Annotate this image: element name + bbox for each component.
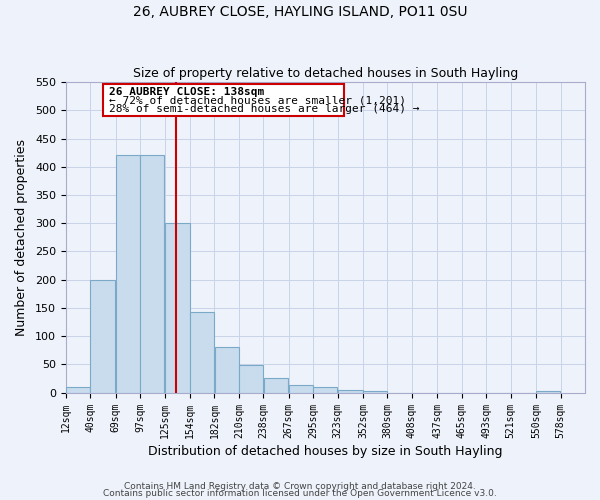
Bar — [190, 312, 214, 392]
Bar — [363, 391, 387, 392]
Bar — [313, 387, 337, 392]
Bar — [338, 390, 363, 392]
Bar — [66, 387, 90, 392]
Text: Contains public sector information licensed under the Open Government Licence v3: Contains public sector information licen… — [103, 490, 497, 498]
Bar — [116, 156, 140, 392]
Text: ← 72% of detached houses are smaller (1,201): ← 72% of detached houses are smaller (1,… — [109, 96, 406, 106]
Text: 26 AUBREY CLOSE: 138sqm: 26 AUBREY CLOSE: 138sqm — [109, 87, 264, 97]
Bar — [536, 391, 560, 392]
Y-axis label: Number of detached properties: Number of detached properties — [15, 139, 28, 336]
Bar — [263, 378, 289, 392]
Title: Size of property relative to detached houses in South Hayling: Size of property relative to detached ho… — [133, 66, 518, 80]
Text: Contains HM Land Registry data © Crown copyright and database right 2024.: Contains HM Land Registry data © Crown c… — [124, 482, 476, 491]
Bar — [165, 223, 190, 392]
Bar — [215, 348, 239, 393]
Bar — [91, 280, 115, 392]
Text: 28% of semi-detached houses are larger (464) →: 28% of semi-detached houses are larger (… — [109, 104, 419, 114]
Bar — [140, 156, 164, 392]
Bar — [289, 385, 313, 392]
Bar — [103, 84, 344, 116]
Text: 26, AUBREY CLOSE, HAYLING ISLAND, PO11 0SU: 26, AUBREY CLOSE, HAYLING ISLAND, PO11 0… — [133, 5, 467, 19]
X-axis label: Distribution of detached houses by size in South Hayling: Distribution of detached houses by size … — [148, 444, 503, 458]
Bar — [239, 366, 263, 392]
